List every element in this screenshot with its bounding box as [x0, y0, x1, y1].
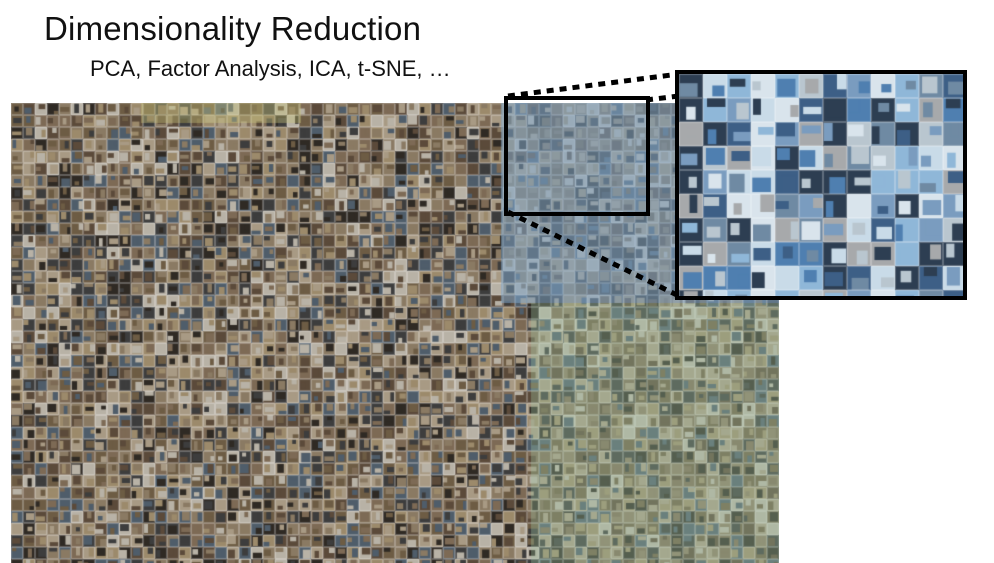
zoom-inset-image	[679, 74, 963, 296]
slide-subtitle: PCA, Factor Analysis, ICA, t-SNE, …	[90, 56, 451, 81]
image-mosaic	[11, 103, 779, 563]
zoom-inset-frame	[675, 70, 967, 300]
slide-title: Dimensionality Reduction	[44, 10, 422, 47]
highlight-box	[504, 96, 650, 216]
connector-top-line	[507, 71, 680, 99]
